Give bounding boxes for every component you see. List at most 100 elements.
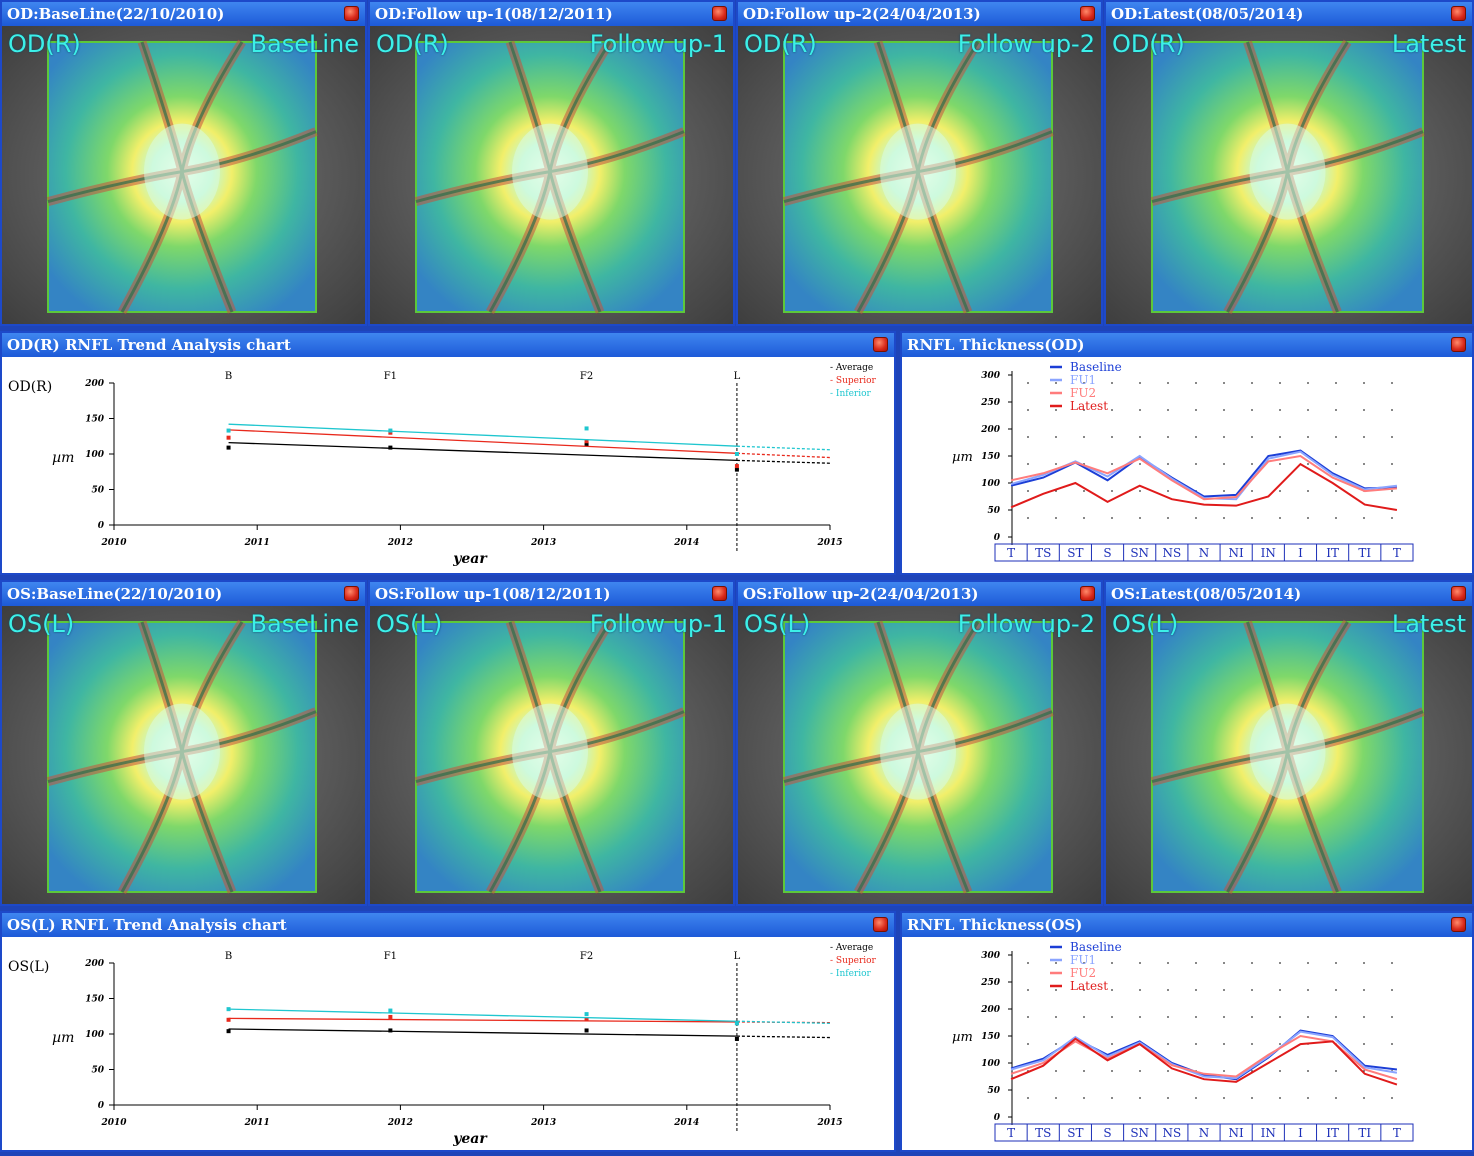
grid-dot [1195,1016,1197,1018]
grid-dot [1167,989,1169,991]
data-point [584,439,589,444]
close-button[interactable] [873,917,888,932]
grid-dot [1083,1097,1085,1099]
grid-dot [1251,1016,1253,1018]
grid-dot [1223,962,1225,964]
y-tick-label: 50 [987,1086,1000,1096]
grid-dot [1139,490,1141,492]
y-tick-label: 150 [981,1032,1001,1042]
x-axis-label: year [452,551,488,567]
grid-dot [1055,382,1057,384]
data-point [734,1021,739,1026]
fundus-image[interactable]: OS(L) Follow up-1 [370,606,733,904]
sector-label: ST [1067,546,1083,560]
close-button[interactable] [344,6,359,21]
sector-label: T [1393,1126,1401,1140]
grid-dot [1027,962,1029,964]
grid-dot [1027,463,1029,465]
fundus-image[interactable]: OS(L) Latest [1106,606,1472,904]
grid-dot [1055,517,1057,519]
os-followup1-panel: OS:Follow up-1(08/12/2011) OS(L) Follow … [368,580,735,906]
close-button[interactable] [1080,586,1095,601]
fundus-image[interactable]: OD(R) Follow up-1 [370,26,733,324]
panel-title: OD:BaseLine(22/10/2010) [2,2,365,26]
sector-label: TS [1035,546,1051,560]
panel-title: OD(R) RNFL Trend Analysis chart [2,333,894,357]
grid-dot [1055,962,1057,964]
close-button[interactable] [1451,337,1466,352]
grid-dot [1251,409,1253,411]
visit-marker-label: L [734,371,741,382]
grid-dot [1027,436,1029,438]
grid-dot [1223,490,1225,492]
grid-dot [1195,409,1197,411]
grid-dot [1055,1070,1057,1072]
data-point [388,1028,393,1033]
grid-dot [1223,463,1225,465]
fundus-image[interactable]: OD(R) BaseLine [2,26,365,324]
visit-label: Follow up-2 [957,30,1095,58]
close-button[interactable] [1451,917,1466,932]
grid-dot [1167,1016,1169,1018]
visit-label: Follow up-2 [957,610,1095,638]
projection-line [736,1020,831,1024]
trend-line [228,429,737,454]
sector-label: S [1103,1126,1111,1140]
y-tick-label: 300 [981,371,1001,381]
x-tick-label: 2012 [387,538,413,548]
fundus-image[interactable]: OD(R) Follow up-2 [738,26,1101,324]
thickness-line [1010,1029,1398,1081]
legend-item: - Inferior [830,389,872,399]
projection-line [736,452,831,459]
legend-item: Baseline [1070,360,1122,374]
grid-dot [1363,409,1365,411]
grid-dot [1111,1070,1113,1072]
trend-line [228,1028,737,1037]
close-button[interactable] [712,6,727,21]
panel-title: OS:BaseLine(22/10/2010) [2,582,365,606]
grid-dot [1363,382,1365,384]
sector-label: TI [1358,546,1371,560]
od-baseline-panel: OD:BaseLine(22/10/2010) OD(R) BaseLine [0,0,367,326]
grid-dot [1279,1097,1281,1099]
data-point [388,428,393,433]
fundus-image[interactable]: OD(R) Latest [1106,26,1472,324]
y-tick-label: 0 [98,1101,105,1111]
grid-dot [1055,1016,1057,1018]
y-tick-label: 250 [980,978,1001,988]
visit-marker-label: F1 [384,371,397,382]
close-button[interactable] [1451,586,1466,601]
grid-dot [1279,463,1281,465]
grid-dot [1307,436,1309,438]
y-tick-label: 50 [91,1066,104,1076]
grid-dot [1195,962,1197,964]
grid-dot [1279,382,1281,384]
grid-dot [1251,962,1253,964]
y-axis-label: µm [52,450,74,466]
x-tick-label: 2014 [673,1118,699,1128]
legend-item: - Average [830,363,873,373]
close-button[interactable] [1451,6,1466,21]
grid-dot [1167,517,1169,519]
grid-dot [1139,382,1141,384]
y-tick-label: 0 [994,533,1001,543]
od-followup2-panel: OD:Follow up-2(24/04/2013) OD(R) Follow … [736,0,1103,326]
grid-dot [1083,989,1085,991]
close-button[interactable] [344,586,359,601]
grid-dot [1251,436,1253,438]
grid-dot [1279,1070,1281,1072]
y-tick-label: 300 [981,951,1001,961]
close-button[interactable] [1080,6,1095,21]
sector-label: I [1298,1126,1303,1140]
close-button[interactable] [712,586,727,601]
close-button[interactable] [873,337,888,352]
fundus-image[interactable]: OS(L) BaseLine [2,606,365,904]
sector-label: NI [1229,1126,1245,1140]
grid-dot [1251,463,1253,465]
x-tick-label: 2010 [100,1118,127,1128]
grid-dot [1083,382,1085,384]
panel-title: OD:Latest(08/05/2014) [1106,2,1472,26]
fundus-image[interactable]: OS(L) Follow up-2 [738,606,1101,904]
eye-label: OD(R) [1112,30,1185,58]
grid-dot [1251,1043,1253,1045]
